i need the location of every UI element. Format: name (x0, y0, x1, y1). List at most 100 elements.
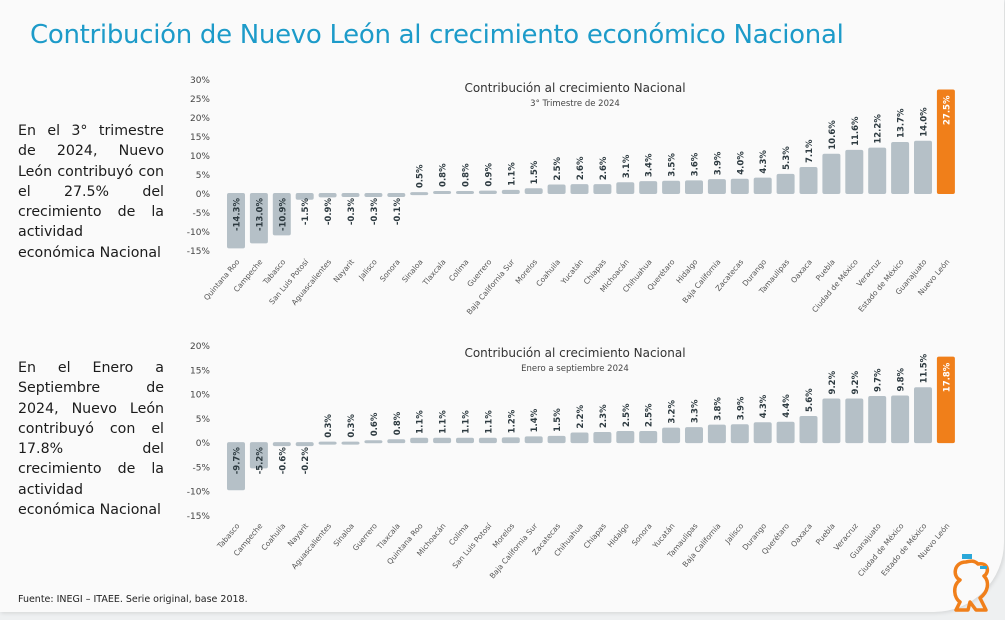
data-label: 7.1% (805, 139, 815, 163)
data-label: -10.9% (278, 198, 288, 231)
data-label: 0.3% (324, 414, 334, 438)
data-label: 2.6% (599, 156, 609, 180)
bar (249, 442, 268, 469)
x-category-label: Coahuila (534, 258, 562, 289)
bar (478, 437, 497, 444)
bar (616, 431, 635, 444)
bar (501, 437, 520, 444)
bar (799, 167, 818, 194)
bar (272, 193, 291, 236)
bar (478, 190, 497, 194)
chart-subtitle: Enero a septiembre 2024 (521, 364, 629, 374)
x-category-label: Oaxaca (789, 258, 814, 285)
data-label: 12.2% (874, 114, 884, 144)
data-label: 0.8% (393, 411, 403, 435)
bar (501, 189, 520, 194)
bar (570, 432, 589, 444)
source-note: Fuente: INEGI – ITAEE. Serie original, b… (18, 594, 248, 605)
data-label: 2.5% (553, 156, 563, 180)
y-tick-label: 0% (196, 190, 211, 200)
bar (318, 193, 337, 198)
x-category-label: Oaxaca (789, 522, 814, 549)
bar (387, 193, 406, 197)
bar (364, 440, 383, 444)
y-tick-label: 15% (190, 366, 210, 376)
ytd-summary-text: En el Enero a Septiembre de 2024, Nuevo … (18, 360, 164, 519)
data-label: 0.8% (439, 163, 449, 187)
data-label: 0.8% (462, 163, 472, 187)
x-category-label: Ciudad de México (810, 257, 860, 314)
x-category-label: Guerrero (351, 521, 379, 553)
bar (227, 442, 245, 491)
data-label: 4.3% (759, 394, 769, 418)
bar (914, 140, 932, 194)
bar (845, 398, 864, 444)
data-label: 3.9% (713, 151, 723, 175)
data-label: 3.2% (668, 400, 678, 424)
data-label: 0.3% (347, 414, 357, 438)
data-label: 14.0% (920, 107, 930, 137)
bar (547, 435, 566, 444)
bar (891, 141, 910, 194)
data-label: -0.9% (324, 198, 334, 226)
bar (364, 193, 383, 197)
data-label: 0.9% (484, 163, 494, 187)
data-label: 3.3% (691, 399, 701, 423)
x-category-label: Nayarit (332, 257, 357, 284)
lion-logo-icon (953, 554, 990, 612)
bar (685, 180, 703, 194)
data-label: -5.2% (255, 447, 265, 475)
data-label: 2.3% (599, 404, 609, 428)
bar (410, 437, 429, 444)
bar (295, 442, 314, 447)
data-label: 27.5% (942, 95, 952, 125)
x-category-label: Jalisco (723, 521, 746, 546)
x-category-label: Tlaxcala (420, 258, 447, 288)
bar (776, 173, 795, 194)
bar (730, 424, 749, 444)
bar (570, 184, 589, 194)
data-label: 5.6% (805, 388, 815, 412)
bar (249, 193, 268, 244)
data-label: 3.1% (622, 154, 632, 178)
bar (685, 427, 703, 444)
data-label: 2.2% (576, 404, 586, 428)
bar (456, 437, 474, 444)
y-tick-label: -10% (187, 228, 211, 238)
bar (707, 424, 726, 444)
chart-title: Contribución al crecimiento Nacional (464, 81, 685, 95)
bar (914, 387, 932, 444)
data-label: 1.1% (416, 410, 426, 434)
bar (753, 177, 772, 194)
bar (936, 356, 955, 444)
bar (822, 153, 841, 194)
data-label: -14.3% (233, 198, 243, 231)
data-label: 9.7% (874, 368, 884, 392)
bar (433, 190, 452, 194)
data-label: 1.2% (507, 409, 517, 433)
x-category-label: Coahuila (259, 522, 287, 553)
bar (662, 427, 681, 444)
data-label: 9.2% (851, 370, 861, 394)
bar (616, 182, 635, 194)
bar (227, 193, 245, 249)
bar (410, 192, 429, 196)
q3-summary-text: En el 3° trimestre de 2024, Nuevo León c… (18, 123, 164, 261)
bar (387, 439, 406, 444)
data-label: -0.3% (347, 198, 357, 226)
data-label: -0.2% (301, 447, 311, 475)
data-label: 2.5% (645, 403, 655, 427)
bar (456, 190, 474, 194)
y-tick-label: 10% (190, 391, 210, 401)
y-tick-label: -5% (192, 209, 210, 219)
page-title: Contribución de Nuevo León al crecimient… (30, 20, 844, 50)
chart-2: Contribución al crecimiento Nacional Ener… (187, 342, 955, 580)
data-label: 0.5% (416, 164, 426, 188)
bar (341, 441, 360, 445)
x-category-label: Quintana Roo (202, 257, 242, 302)
bar (295, 193, 314, 200)
data-label: 1.5% (530, 160, 540, 184)
data-label: 5.3% (782, 146, 792, 170)
bar (868, 396, 887, 444)
